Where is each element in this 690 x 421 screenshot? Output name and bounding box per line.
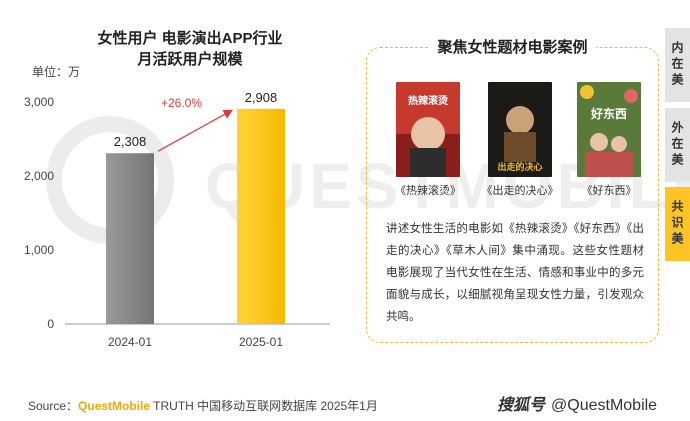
chart-title-line-1: 女性用户 电影演出APP行业 — [97, 30, 283, 47]
growth-annotation: +26.0% — [157, 96, 234, 152]
tab-shared-beauty[interactable]: 共识美 — [665, 187, 690, 261]
source-line: Source：QuestMobile TRUTH 中国移动互联网数据库 2025… — [28, 397, 378, 414]
x-tick-label: 2025-01 — [239, 335, 283, 349]
y-axis: 0 1,000 2,000 3,000 — [24, 95, 54, 331]
x-tick-label: 2024-01 — [108, 335, 152, 349]
growth-label: +26.0% — [161, 96, 202, 110]
y-tick-label: 1,000 — [24, 243, 54, 257]
poster-1-title: 热辣滚烫 — [408, 94, 449, 107]
chart-title-line-2: 月活跃用户规模 — [137, 51, 243, 68]
bar-value-label: 2,908 — [245, 90, 278, 105]
case-panel-title: 聚焦女性题材电影案例 — [366, 36, 659, 57]
tab-outer-beauty[interactable]: 外在美 — [665, 108, 690, 182]
poster-2-title: 出走的决心 — [497, 161, 542, 173]
case-description: 讲述女性生活的电影如《热辣滚烫》《好东西》《出走的决心》《草木人间》集中涌现。这… — [386, 223, 644, 323]
source-brand: QuestMobile — [78, 399, 151, 413]
bar — [237, 108, 285, 324]
y-tick-label: 0 — [47, 317, 54, 331]
poster-good-things: 好东西 — [577, 82, 641, 177]
poster-caption-1: 《热辣滚烫》 — [395, 185, 461, 197]
chart-title: 女性用户 电影演出APP行业 月活跃用户规模 — [40, 28, 340, 70]
poster-caption-3: 《好东西》 — [581, 185, 637, 197]
bar-value-label: 2,308 — [114, 134, 147, 149]
sohu-logo: 搜狐号 — [497, 397, 546, 414]
x-axis: 2024-01 2025-01 — [108, 335, 283, 349]
bar — [106, 153, 154, 324]
source-text: TRUTH 中国移动互联网数据库 2025年1月 — [150, 399, 378, 413]
poster-caption-2: 《出走的决心》 — [481, 185, 559, 197]
bars: 2,308 2,908 — [106, 90, 285, 324]
brand-mark: 搜狐号 @QuestMobile — [497, 391, 657, 415]
poster-departure: 出走的决心 — [488, 82, 552, 177]
poster-relying-on-love: 热辣滚烫 — [396, 82, 460, 177]
growth-arrow — [157, 109, 234, 152]
y-tick-label: 2,000 — [24, 169, 54, 183]
brand-handle: @QuestMobile — [551, 397, 658, 414]
unit-label: 单位：万 — [32, 65, 81, 79]
poster-3-title: 好东西 — [590, 106, 627, 121]
tab-inner-beauty[interactable]: 内在美 — [665, 28, 690, 102]
source-prefix: Source： — [28, 399, 79, 413]
bar-chart: 0 1,000 2,000 3,000 2,308 2,908 2024-01 2025-… — [24, 90, 330, 349]
y-tick-label: 3,000 — [24, 95, 54, 109]
case-panel-title-text: 聚焦女性题材电影案例 — [429, 39, 596, 56]
